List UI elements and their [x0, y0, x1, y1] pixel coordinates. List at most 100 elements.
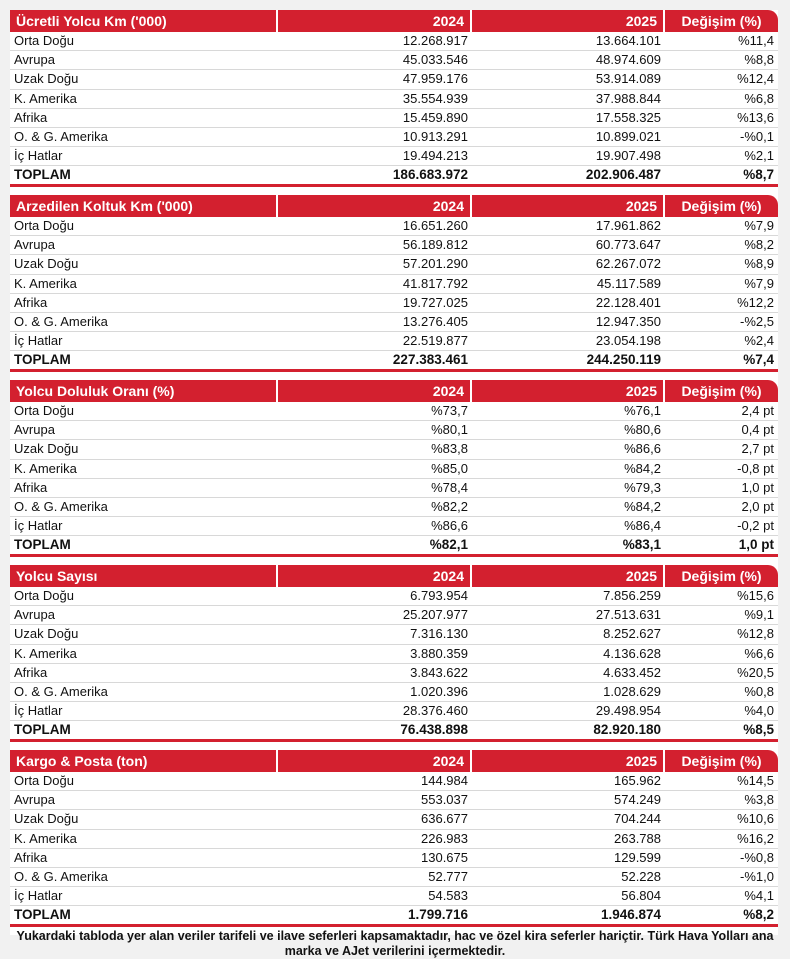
- table-row: K. Amerika %85,0 %84,2 -0,8 pt: [10, 460, 778, 479]
- value-2024-cell: 10.913.291: [402, 128, 468, 144]
- column-header: Değişim (%): [665, 195, 778, 217]
- table-row: İç Hatlar 54.583 56.804 %4,1: [10, 887, 778, 907]
- value-2025-cell: 4.633.452: [603, 664, 661, 680]
- value-2024-cell: 1.020.396: [410, 683, 468, 699]
- table-row: İç Hatlar %86,6 %86,4 -0,2 pt: [10, 517, 778, 537]
- value-2025-cell: 53.914.089: [595, 71, 661, 87]
- value-2025-cell: 129.599: [614, 849, 661, 865]
- column-header: 2024: [278, 10, 472, 32]
- region-cell: Avrupa: [14, 237, 55, 253]
- change-cell: %11,4: [738, 33, 774, 48]
- value-2024-cell: 227.383.461: [392, 352, 468, 368]
- value-2025-cell: 165.962: [614, 773, 661, 788]
- value-2024-cell: 226.983: [421, 830, 468, 846]
- region-cell: Orta Doğu: [14, 403, 74, 418]
- change-cell: %2,1: [744, 148, 774, 164]
- table-row: K. Amerika 226.983 263.788 %16,2: [10, 830, 778, 849]
- table-row: Orta Doğu 16.651.260 17.961.862 %7,9: [10, 217, 778, 237]
- value-2025-cell: 574.249: [614, 792, 661, 808]
- table-row: K. Amerika 35.554.939 37.988.844 %6,8: [10, 90, 778, 109]
- value-2024-cell: %82,2: [431, 498, 468, 514]
- region-cell: Uzak Doğu: [14, 811, 79, 827]
- table-header: Kargo & Posta (ton) 2024 2025 Değişim (%): [10, 750, 778, 772]
- section-title: Arzedilen Koltuk Km ('000): [10, 195, 278, 217]
- value-2025-cell: 60.773.647: [595, 237, 661, 253]
- value-2024-cell: 56.189.812: [402, 237, 468, 253]
- column-header: Değişim (%): [665, 10, 778, 32]
- change-cell: %2,4: [744, 333, 774, 349]
- change-cell: %7,4: [743, 352, 774, 368]
- region-cell: İç Hatlar: [14, 333, 63, 349]
- section-title: Kargo & Posta (ton): [10, 750, 278, 772]
- change-cell: 1,0 pt: [738, 537, 774, 553]
- table-row: Avrupa 553.037 574.249 %3,8: [10, 791, 778, 811]
- change-cell: %7,9: [744, 218, 774, 233]
- region-cell: Uzak Doğu: [14, 256, 79, 272]
- column-header: 2025: [472, 10, 665, 32]
- change-cell: %12,2: [737, 294, 774, 310]
- section-table: Kargo & Posta (ton) 2024 2025 Değişim (%) Or…: [10, 750, 778, 935]
- value-2024-cell: 130.675: [421, 849, 468, 865]
- change-cell: %8,8: [744, 52, 774, 68]
- value-2025-cell: 263.788: [614, 830, 661, 846]
- region-cell: TOPLAM: [14, 167, 71, 183]
- section-title: Yolcu Doluluk Oranı (%): [10, 380, 278, 402]
- change-cell: %16,2: [737, 830, 774, 846]
- region-cell: Orta Doğu: [14, 588, 74, 603]
- region-cell: K. Amerika: [14, 275, 77, 291]
- total-row: TOPLAM 76.438.898 82.920.180 %8,5: [10, 721, 778, 743]
- region-cell: Uzak Doğu: [14, 71, 79, 87]
- value-2025-cell: 704.244: [614, 811, 661, 827]
- region-cell: O. & G. Amerika: [14, 128, 108, 144]
- change-cell: %6,6: [744, 645, 774, 661]
- table-row: İç Hatlar 28.376.460 29.498.954 %4,0: [10, 702, 778, 722]
- table-row: Orta Doğu 144.984 165.962 %14,5: [10, 772, 778, 792]
- value-2025-cell: 12.947.350: [595, 313, 661, 329]
- region-cell: Afrika: [14, 849, 48, 865]
- value-2025-cell: 27.513.631: [595, 607, 661, 623]
- value-2024-cell: 1.799.716: [407, 907, 468, 923]
- section-table: Arzedilen Koltuk Km ('000) 2024 2025 Değişi…: [10, 195, 778, 380]
- total-row: TOPLAM 186.683.972 202.906.487 %8,7: [10, 166, 778, 188]
- change-cell: %3,8: [744, 792, 774, 808]
- value-2025-cell: %79,3: [624, 479, 661, 495]
- region-cell: O. & G. Amerika: [14, 313, 108, 329]
- region-cell: O. & G. Amerika: [14, 498, 108, 514]
- value-2025-cell: 52.228: [621, 868, 661, 884]
- table-row: Avrupa 56.189.812 60.773.647 %8,2: [10, 236, 778, 256]
- change-cell: 1,0 pt: [741, 479, 774, 495]
- table-row: Orta Doğu 6.793.954 7.856.259 %15,6: [10, 587, 778, 607]
- region-cell: İç Hatlar: [14, 888, 63, 904]
- change-cell: %4,1: [744, 888, 774, 904]
- change-cell: -%2,5: [740, 313, 774, 329]
- value-2025-cell: %84,2: [624, 498, 661, 514]
- value-2025-cell: 23.054.198: [595, 333, 661, 349]
- region-cell: TOPLAM: [14, 907, 71, 923]
- value-2024-cell: 45.033.546: [402, 52, 468, 68]
- change-cell: -0,2 pt: [737, 518, 774, 534]
- value-2024-cell: %78,4: [431, 479, 468, 495]
- column-header: Değişim (%): [665, 565, 778, 587]
- column-header: 2025: [472, 750, 665, 772]
- value-2024-cell: 54.583: [428, 888, 468, 904]
- section-title: Yolcu Sayısı: [10, 565, 278, 587]
- table-row: O. & G. Amerika 13.276.405 12.947.350 -%2,5: [10, 313, 778, 333]
- value-2024-cell: 19.727.025: [402, 294, 468, 310]
- change-cell: 2,7 pt: [741, 441, 774, 457]
- change-cell: %8,7: [743, 167, 774, 183]
- value-2024-cell: 636.677: [421, 811, 468, 827]
- total-row: TOPLAM 227.383.461 244.250.119 %7,4: [10, 351, 778, 373]
- footnote: Yukardaki tabloda yer alan veriler tarif…: [16, 929, 774, 958]
- value-2024-cell: 22.519.877: [402, 333, 468, 349]
- region-cell: Avrupa: [14, 792, 55, 808]
- value-2025-cell: 82.920.180: [593, 722, 661, 738]
- value-2025-cell: 56.804: [621, 888, 661, 904]
- total-row: TOPLAM %82,1 %83,1 1,0 pt: [10, 536, 778, 558]
- value-2025-cell: %83,1: [622, 537, 661, 553]
- column-header: 2024: [278, 380, 472, 402]
- change-cell: %12,4: [737, 71, 774, 87]
- value-2025-cell: 244.250.119: [586, 352, 661, 368]
- value-2024-cell: 76.438.898: [400, 722, 468, 738]
- value-2025-cell: 48.974.609: [595, 52, 661, 68]
- table-row: K. Amerika 41.817.792 45.117.589 %7,9: [10, 275, 778, 294]
